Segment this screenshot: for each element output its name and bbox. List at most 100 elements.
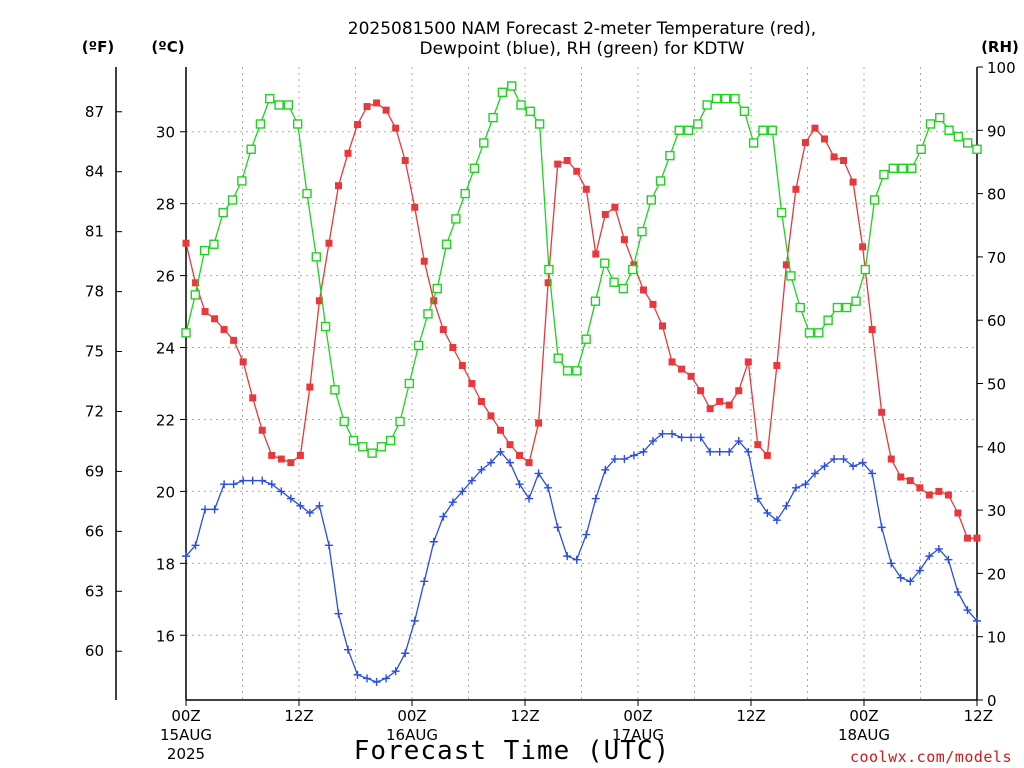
rh-point — [962, 138, 973, 148]
dewpoint-point — [706, 447, 715, 456]
rh-point — [739, 106, 750, 117]
rh-tick-label: 40 — [987, 439, 1006, 457]
rh-point — [600, 258, 610, 268]
dewpoint-point — [220, 480, 229, 489]
rh-unit-label: (RH) — [981, 38, 1019, 56]
dewpoint-point — [887, 559, 896, 568]
rh-point — [441, 239, 452, 249]
dewpoint-point — [391, 667, 400, 676]
rh-point — [888, 163, 898, 173]
rh-tick-label: 10 — [987, 629, 1006, 647]
dewpoint-point — [324, 541, 333, 550]
dewpoint-point — [515, 480, 524, 489]
dewpoint-point — [791, 483, 800, 492]
temperature-point — [392, 124, 400, 132]
axes — [115, 67, 978, 701]
temperature-point — [268, 451, 276, 459]
rh-point — [497, 87, 508, 98]
temperature-point — [620, 236, 628, 244]
dewpoint-point — [610, 455, 619, 464]
temperature-point — [697, 387, 705, 395]
temperature-point — [411, 203, 419, 211]
rh-point — [330, 385, 340, 395]
dewpoint-point — [429, 537, 438, 546]
temperature-point — [821, 135, 829, 143]
temperature-point — [554, 160, 562, 168]
rh-point — [814, 328, 824, 338]
dewpoint-point — [668, 429, 677, 438]
temperature-point — [678, 365, 686, 373]
rh-point — [702, 100, 712, 110]
x-axis-title: Forecast Time (UTC) — [354, 736, 670, 766]
rh-point — [246, 144, 256, 154]
temperature-point — [354, 121, 362, 129]
dewpoint-point — [277, 487, 286, 496]
fahrenheit-tick-label: 69 — [85, 462, 104, 480]
temperature-point — [878, 408, 886, 416]
date-tick-label: 15AUG — [160, 726, 212, 744]
time-tick-label: 12Z — [736, 707, 765, 725]
rh-point — [860, 264, 871, 275]
dewpoint-line — [185, 433, 978, 683]
dewpoint-point — [753, 494, 762, 503]
fahrenheit-tick-label: 72 — [85, 402, 104, 420]
time-tick-label: 00Z — [397, 707, 426, 725]
grid-lines — [186, 67, 977, 700]
dewpoint-point — [896, 573, 905, 582]
rh-point — [190, 290, 201, 300]
temperature-point — [363, 103, 371, 111]
rh-point — [721, 93, 731, 104]
temperature-point — [458, 362, 466, 370]
temperature-point — [897, 473, 905, 481]
rh-point — [237, 176, 247, 186]
rh-point — [646, 195, 656, 205]
celsius-tick-label: 22 — [156, 411, 175, 429]
temperature-point — [582, 185, 590, 193]
rh-point — [655, 176, 666, 186]
rh-point — [907, 163, 917, 173]
chart-title-line2: Dewpoint (blue), RH (green) for KDTW — [419, 39, 744, 59]
temperature-point — [239, 358, 247, 366]
dewpoint-point — [868, 469, 877, 478]
temperature-point — [449, 344, 457, 352]
rh-point — [795, 302, 805, 313]
rh-point — [488, 112, 498, 123]
dewpoint-point — [372, 678, 381, 687]
temperature-point — [287, 459, 295, 467]
dewpoint-point — [477, 465, 486, 474]
dewpoint-point — [420, 577, 429, 586]
temperature-point — [334, 182, 342, 190]
temperature-point — [763, 451, 771, 459]
rh-point — [283, 100, 294, 110]
dewpoint-point — [267, 480, 276, 489]
temperature-point — [782, 261, 790, 269]
rh-point — [376, 442, 387, 452]
temperature-point — [563, 157, 571, 165]
temperature-point — [668, 358, 676, 366]
dewpoint-point — [258, 476, 267, 485]
temperature-point — [744, 358, 752, 366]
rh-point — [711, 93, 722, 104]
date-tick-label: 18AUG — [838, 726, 890, 744]
rh-point — [525, 106, 536, 117]
dewpoint-point — [687, 433, 696, 442]
fahrenheit-axis: 60 63 66 69 72 75 78 81 84 87 — [85, 103, 122, 660]
dewpoint-point — [210, 505, 219, 514]
dewpoint-point — [448, 498, 457, 507]
rh-point — [227, 195, 238, 205]
temperature-point — [201, 308, 209, 316]
temperature-point — [325, 239, 333, 247]
dewpoint-point — [944, 555, 953, 564]
time-tick-label: 12Z — [964, 707, 993, 725]
rh-point — [367, 448, 377, 458]
rh-point — [879, 169, 889, 180]
temperature-point — [468, 380, 476, 387]
rh-series — [181, 81, 982, 458]
rh-point — [479, 138, 489, 148]
temperature-point — [230, 336, 238, 344]
temperature-point — [373, 99, 381, 107]
celsius-tick-label: 18 — [156, 555, 175, 573]
temperature-point — [935, 487, 943, 495]
dewpoint-point — [763, 508, 772, 517]
